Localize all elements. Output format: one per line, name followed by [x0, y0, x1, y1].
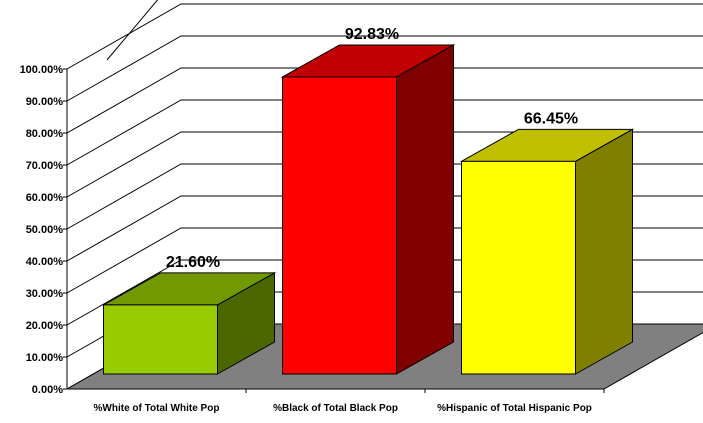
bars: [101, 44, 635, 375]
y-tick-label: 50.00%: [26, 224, 64, 236]
y-tick-label: 90.00%: [26, 96, 64, 108]
bar-side: [396, 44, 454, 375]
x-tick-label: %Hispanic of Total Hispanic Pop: [437, 403, 592, 414]
gridline: [66, 67, 703, 134]
y-tick-label: 0.00%: [32, 384, 63, 396]
y-tick-label: 60.00%: [26, 192, 64, 204]
data-label: 66.45%: [524, 110, 578, 127]
x-tick-label: %Black of Total Black Pop: [273, 403, 398, 414]
gridline: [106, 0, 159, 61]
y-tick-label: 20.00%: [26, 320, 64, 332]
bar: [103, 304, 218, 375]
labels: 21.60% %White of Total White Pop 92.83% %Bl…: [94, 26, 592, 414]
data-label: 21.60%: [166, 254, 220, 271]
x-tick-label: %White of Total White Pop: [94, 403, 220, 414]
y-tick-label: 100.00%: [20, 64, 64, 76]
y-tick-label: 10.00%: [26, 352, 64, 364]
y-tick-label: 80.00%: [26, 128, 64, 140]
gridline: [66, 3, 703, 70]
y-tick-label: 40.00%: [26, 256, 64, 268]
gridline: [66, 35, 703, 102]
bar: [282, 76, 397, 375]
axes: 0.00% 10.00% 20.00% 30.00% 40.00% 50.00% 60.00…: [20, 64, 605, 396]
data-label: 92.83%: [345, 26, 399, 43]
y-tick-label: 30.00%: [26, 288, 64, 300]
gridline: [66, 99, 703, 166]
y-tick-label: 70.00%: [26, 160, 64, 172]
bar-side: [575, 128, 633, 375]
bar: [461, 160, 576, 375]
